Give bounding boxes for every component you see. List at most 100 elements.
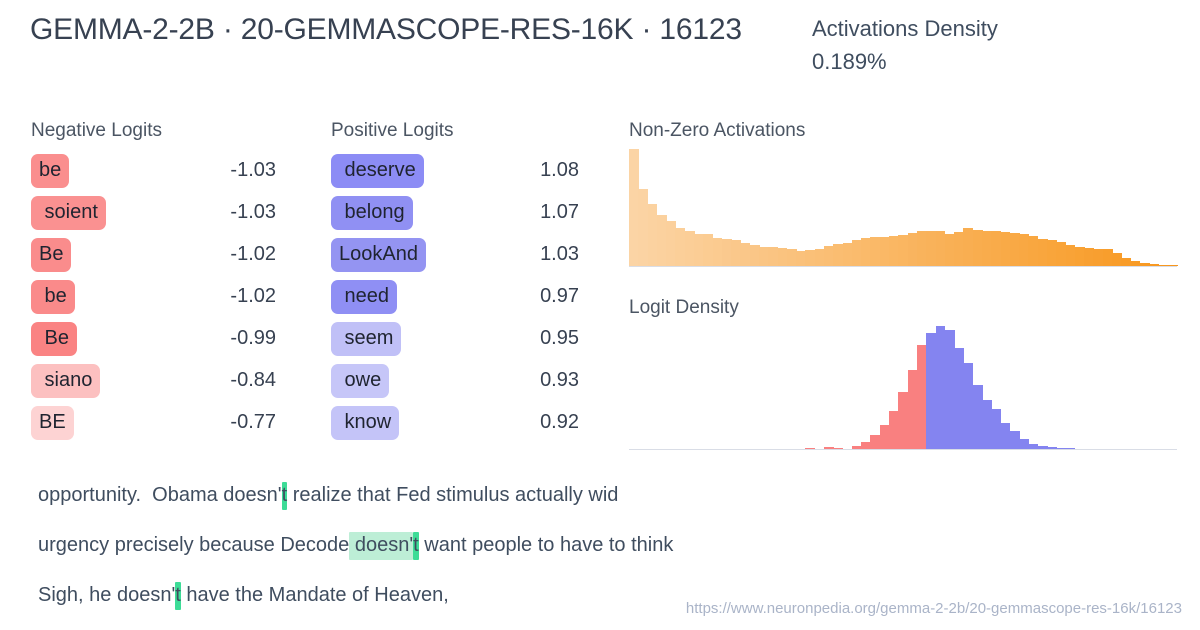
activation-bar xyxy=(1009,233,1020,266)
activation-bar xyxy=(954,231,964,266)
logit-token-chip[interactable]: seem xyxy=(331,322,402,356)
negative-logits-panel: Negative Logits be -1.03 soient -1.03 Be -1.… xyxy=(31,120,321,440)
activation-bar xyxy=(1149,263,1159,266)
activation-bar xyxy=(842,242,853,266)
positive-logit-bar xyxy=(935,326,946,449)
activation-bar xyxy=(749,244,760,266)
logit-value: 0.95 xyxy=(540,327,579,349)
logit-token-chip[interactable]: LookAnd xyxy=(331,238,426,272)
logit-token-chip[interactable]: need xyxy=(331,280,398,314)
non-zero-activations-panel: Non-Zero Activations xyxy=(629,120,1178,267)
activation-bar xyxy=(796,251,807,266)
negative-logit-bar xyxy=(833,447,844,449)
logit-value: -0.99 xyxy=(230,327,276,349)
logit-value: 1.03 xyxy=(540,243,579,265)
positive-logit-bar xyxy=(981,399,992,449)
activation-bars xyxy=(629,149,1178,266)
text-sample-line[interactable]: urgency precisely because Decode doesn't… xyxy=(38,520,918,570)
activation-bar xyxy=(991,230,1002,266)
activation-bar xyxy=(861,238,872,266)
logit-value: 1.08 xyxy=(540,159,579,181)
logit-row: soient -1.03 xyxy=(31,192,321,234)
logit-token-label: seem xyxy=(331,322,402,356)
activation-bar xyxy=(1019,234,1029,266)
logit-density-axis-line xyxy=(629,449,1177,450)
positive-logit-bar xyxy=(1028,443,1039,449)
logit-token-chip[interactable]: Be xyxy=(31,322,78,356)
logit-row: LookAnd 1.03 xyxy=(331,234,621,276)
activation-bar xyxy=(1121,257,1132,266)
source-url: https://www.neuronpedia.org/gemma-2-2b/2… xyxy=(685,600,1182,617)
activation-bar xyxy=(851,240,862,266)
activation-bar xyxy=(824,245,834,266)
logit-row: Be -1.02 xyxy=(31,234,321,276)
sample-text-before: urgency precisely because Decode xyxy=(38,534,350,556)
activation-bar xyxy=(1167,264,1178,266)
activation-bar xyxy=(898,235,909,266)
activations-density-value: 0.189% xyxy=(812,49,887,74)
activation-bar xyxy=(1102,248,1113,266)
logit-token-label: belong xyxy=(331,196,413,230)
logit-token-chip[interactable]: belong xyxy=(331,196,413,230)
activation-bar xyxy=(1130,260,1141,266)
positive-logit-bar xyxy=(1009,431,1020,449)
logit-token-label: Be xyxy=(31,238,72,272)
activation-bar xyxy=(870,237,881,266)
activation-bar xyxy=(972,229,983,266)
activation-bar xyxy=(656,214,667,266)
logit-value: -1.03 xyxy=(230,159,276,181)
text-sample-line[interactable]: Sigh, he doesn't have the Mandate of Hea… xyxy=(38,570,918,620)
activation-bar xyxy=(1158,264,1169,266)
logit-token-label: LookAnd xyxy=(331,238,426,272)
logit-token-chip[interactable]: know xyxy=(331,406,400,440)
logit-token-chip[interactable]: Be xyxy=(31,238,72,272)
activation-bar xyxy=(833,243,844,266)
logit-token-chip[interactable]: owe xyxy=(331,364,390,398)
negative-logits-list: be -1.03 soient -1.03 Be -1.02 be -1.02 Be -0.… xyxy=(31,150,321,444)
activations-axis-line xyxy=(629,266,1177,267)
sample-token-highlight-max: t xyxy=(175,582,181,610)
page-header: GEMMA-2-2B · 20-GEMMASCOPE-RES-16K · 161… xyxy=(0,0,1200,104)
activation-bar xyxy=(1046,240,1057,266)
activation-bar xyxy=(684,230,695,266)
logit-token-label: need xyxy=(331,280,398,314)
logit-row: be -1.02 xyxy=(31,276,321,318)
logit-value: 0.92 xyxy=(540,411,579,433)
activation-bar xyxy=(889,236,899,266)
positive-logit-bar xyxy=(944,330,955,449)
negative-logit-bar xyxy=(861,442,872,449)
sample-token-highlight-max: t xyxy=(413,532,419,560)
logit-row: siano -0.84 xyxy=(31,360,321,402)
positive-logit-bar xyxy=(1046,446,1057,449)
logit-value: -0.77 xyxy=(230,411,276,433)
logit-row: seem 0.95 xyxy=(331,318,621,360)
logit-row: Be -0.99 xyxy=(31,318,321,360)
activation-bar xyxy=(944,234,955,266)
logit-token-chip[interactable]: deserve xyxy=(331,154,424,188)
logit-row: BE -0.77 xyxy=(31,402,321,444)
logit-token-chip[interactable]: soient xyxy=(31,196,106,230)
activation-bar xyxy=(1139,262,1150,266)
activation-bar xyxy=(647,204,658,266)
logit-row: belong 1.07 xyxy=(331,192,621,234)
logit-density-heading: Logit Density xyxy=(629,297,739,318)
negative-logit-bar xyxy=(889,410,899,449)
logit-token-chip[interactable]: be xyxy=(31,154,70,188)
negative-logit-bar xyxy=(907,369,918,449)
logit-token-chip[interactable]: BE xyxy=(31,406,74,440)
activation-bar xyxy=(786,248,797,266)
sample-text-after: have the Mandate of Heaven, xyxy=(180,584,449,606)
negative-logit-bar xyxy=(824,446,834,449)
logit-token-label: be xyxy=(31,280,75,314)
page-title: GEMMA-2-2B · 20-GEMMASCOPE-RES-16K · 161… xyxy=(30,13,742,46)
text-sample-line[interactable]: opportunity. Obama doesn't realize that … xyxy=(38,470,918,520)
logit-row: know 0.92 xyxy=(331,402,621,444)
logit-value: -1.02 xyxy=(230,285,276,307)
logit-token-chip[interactable]: be xyxy=(31,280,75,314)
positive-logit-bar xyxy=(1056,447,1067,449)
logit-token-label: Be xyxy=(31,322,78,356)
positive-logit-bar xyxy=(972,385,983,449)
logit-token-chip[interactable]: siano xyxy=(31,364,101,398)
activation-bar xyxy=(675,227,686,266)
activation-bar xyxy=(703,234,714,266)
